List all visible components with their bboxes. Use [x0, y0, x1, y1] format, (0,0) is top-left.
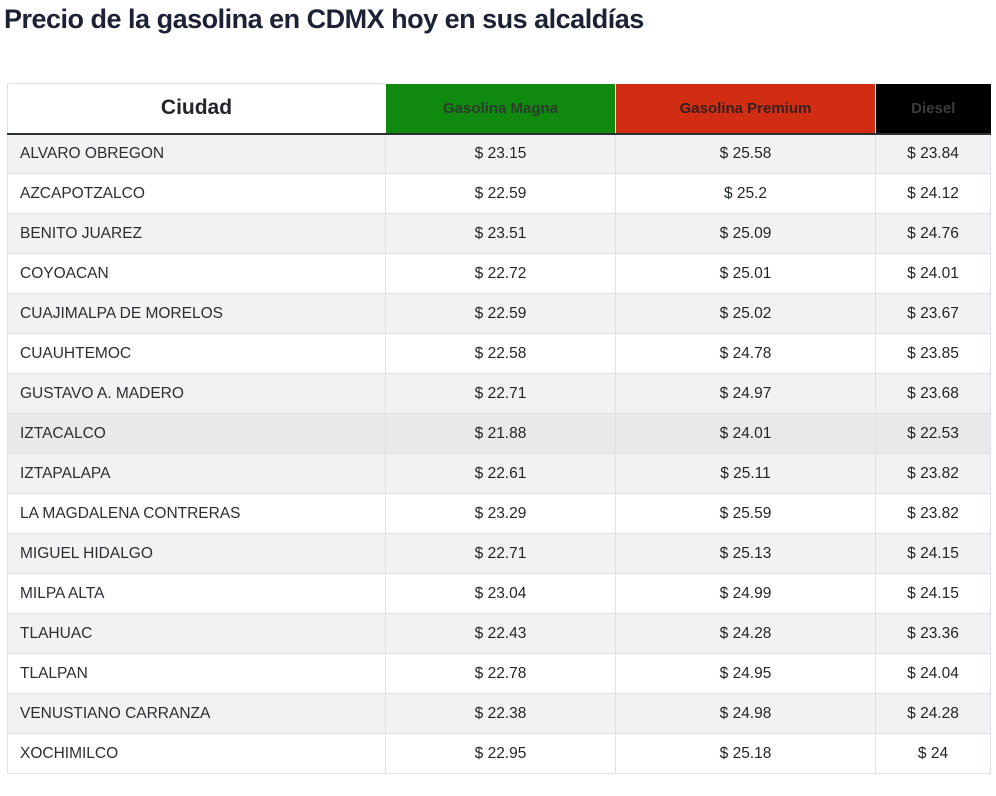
premium-price-cell: $ 24.01: [615, 413, 876, 454]
magna-price-cell: $ 21.88: [385, 413, 616, 454]
magna-price-cell: $ 22.58: [385, 333, 616, 374]
column-header-ciudad: Ciudad: [7, 83, 386, 135]
magna-price-cell: $ 23.29: [385, 493, 616, 534]
magna-price-cell: $ 23.04: [385, 573, 616, 614]
table-row: LA MAGDALENA CONTRERAS $ 23.29 $ 25.59 $…: [7, 493, 991, 534]
city-cell: LA MAGDALENA CONTRERAS: [7, 493, 386, 534]
city-cell: IZTAPALAPA: [7, 453, 386, 494]
table-row: TLAHUAC $ 22.43 $ 24.28 $ 23.36: [7, 613, 991, 654]
premium-price-cell: $ 24.98: [615, 693, 876, 734]
column-header-gasolina-premium: Gasolina Premium: [615, 83, 876, 135]
diesel-price-cell: $ 23.84: [875, 133, 991, 174]
city-cell: MILPA ALTA: [7, 573, 386, 614]
premium-price-cell: $ 24.95: [615, 653, 876, 694]
diesel-price-cell: $ 24.15: [875, 533, 991, 574]
diesel-price-cell: $ 23.68: [875, 373, 991, 414]
premium-price-cell: $ 25.11: [615, 453, 876, 494]
table-row: BENITO JUAREZ $ 23.51 $ 25.09 $ 24.76: [7, 213, 991, 254]
table-header-row: Ciudad Gasolina Magna Gasolina Premium D…: [7, 83, 991, 135]
table-row: AZCAPOTZALCO $ 22.59 $ 25.2 $ 24.12: [7, 173, 991, 214]
premium-price-cell: $ 25.01: [615, 253, 876, 294]
city-cell: XOCHIMILCO: [7, 733, 386, 774]
city-cell: BENITO JUAREZ: [7, 213, 386, 254]
table-row: COYOACAN $ 22.72 $ 25.01 $ 24.01: [7, 253, 991, 294]
diesel-price-cell: $ 24: [875, 733, 991, 774]
premium-price-cell: $ 25.59: [615, 493, 876, 534]
gas-prices-table: Ciudad Gasolina Magna Gasolina Premium D…: [7, 83, 991, 774]
magna-price-cell: $ 22.59: [385, 173, 616, 214]
table-body: ALVARO OBREGON $ 23.15 $ 25.58 $ 23.84 A…: [7, 133, 991, 774]
diesel-price-cell: $ 22.53: [875, 413, 991, 454]
city-cell: AZCAPOTZALCO: [7, 173, 386, 214]
premium-price-cell: $ 25.2: [615, 173, 876, 214]
magna-price-cell: $ 22.95: [385, 733, 616, 774]
table-row: CUAJIMALPA DE MORELOS $ 22.59 $ 25.02 $ …: [7, 293, 991, 334]
diesel-price-cell: $ 23.85: [875, 333, 991, 374]
city-cell: MIGUEL HIDALGO: [7, 533, 386, 574]
city-cell: IZTACALCO: [7, 413, 386, 454]
city-cell: GUSTAVO A. MADERO: [7, 373, 386, 414]
column-header-gasolina-magna: Gasolina Magna: [385, 83, 616, 135]
magna-price-cell: $ 22.61: [385, 453, 616, 494]
table-row: XOCHIMILCO $ 22.95 $ 25.18 $ 24: [7, 733, 991, 774]
city-cell: CUAUHTEMOC: [7, 333, 386, 374]
diesel-price-cell: $ 24.15: [875, 573, 991, 614]
magna-price-cell: $ 22.71: [385, 533, 616, 574]
table-row: MILPA ALTA $ 23.04 $ 24.99 $ 24.15: [7, 573, 991, 614]
premium-price-cell: $ 24.28: [615, 613, 876, 654]
diesel-price-cell: $ 23.82: [875, 453, 991, 494]
diesel-price-cell: $ 24.76: [875, 213, 991, 254]
table-row: CUAUHTEMOC $ 22.58 $ 24.78 $ 23.85: [7, 333, 991, 374]
premium-price-cell: $ 25.02: [615, 293, 876, 334]
premium-price-cell: $ 25.58: [615, 133, 876, 174]
table-row: GUSTAVO A. MADERO $ 22.71 $ 24.97 $ 23.6…: [7, 373, 991, 414]
table-row: MIGUEL HIDALGO $ 22.71 $ 25.13 $ 24.15: [7, 533, 991, 574]
city-cell: TLAHUAC: [7, 613, 386, 654]
table-row: VENUSTIANO CARRANZA $ 22.38 $ 24.98 $ 24…: [7, 693, 991, 734]
magna-price-cell: $ 22.59: [385, 293, 616, 334]
premium-price-cell: $ 25.13: [615, 533, 876, 574]
city-cell: CUAJIMALPA DE MORELOS: [7, 293, 386, 334]
magna-price-cell: $ 23.15: [385, 133, 616, 174]
city-cell: COYOACAN: [7, 253, 386, 294]
magna-price-cell: $ 22.43: [385, 613, 616, 654]
magna-price-cell: $ 22.38: [385, 693, 616, 734]
diesel-price-cell: $ 24.12: [875, 173, 991, 214]
city-cell: VENUSTIANO CARRANZA: [7, 693, 386, 734]
page-title: Precio de la gasolina en CDMX hoy en sus…: [4, 4, 644, 34]
column-header-diesel: Diesel: [875, 83, 991, 135]
table-row: IZTAPALAPA $ 22.61 $ 25.11 $ 23.82: [7, 453, 991, 494]
table-row: IZTACALCO $ 21.88 $ 24.01 $ 22.53: [7, 413, 991, 454]
magna-price-cell: $ 22.72: [385, 253, 616, 294]
diesel-price-cell: $ 23.82: [875, 493, 991, 534]
table-row: ALVARO OBREGON $ 23.15 $ 25.58 $ 23.84: [7, 133, 991, 174]
magna-price-cell: $ 22.71: [385, 373, 616, 414]
city-cell: TLALPAN: [7, 653, 386, 694]
city-cell: ALVARO OBREGON: [7, 133, 386, 174]
premium-price-cell: $ 25.18: [615, 733, 876, 774]
table-row: TLALPAN $ 22.78 $ 24.95 $ 24.04: [7, 653, 991, 694]
diesel-price-cell: $ 23.67: [875, 293, 991, 334]
diesel-price-cell: $ 24.28: [875, 693, 991, 734]
table-header: Ciudad Gasolina Magna Gasolina Premium D…: [7, 83, 991, 135]
magna-price-cell: $ 23.51: [385, 213, 616, 254]
diesel-price-cell: $ 24.04: [875, 653, 991, 694]
premium-price-cell: $ 24.97: [615, 373, 876, 414]
premium-price-cell: $ 24.78: [615, 333, 876, 374]
magna-price-cell: $ 22.78: [385, 653, 616, 694]
diesel-price-cell: $ 23.36: [875, 613, 991, 654]
premium-price-cell: $ 25.09: [615, 213, 876, 254]
premium-price-cell: $ 24.99: [615, 573, 876, 614]
diesel-price-cell: $ 24.01: [875, 253, 991, 294]
